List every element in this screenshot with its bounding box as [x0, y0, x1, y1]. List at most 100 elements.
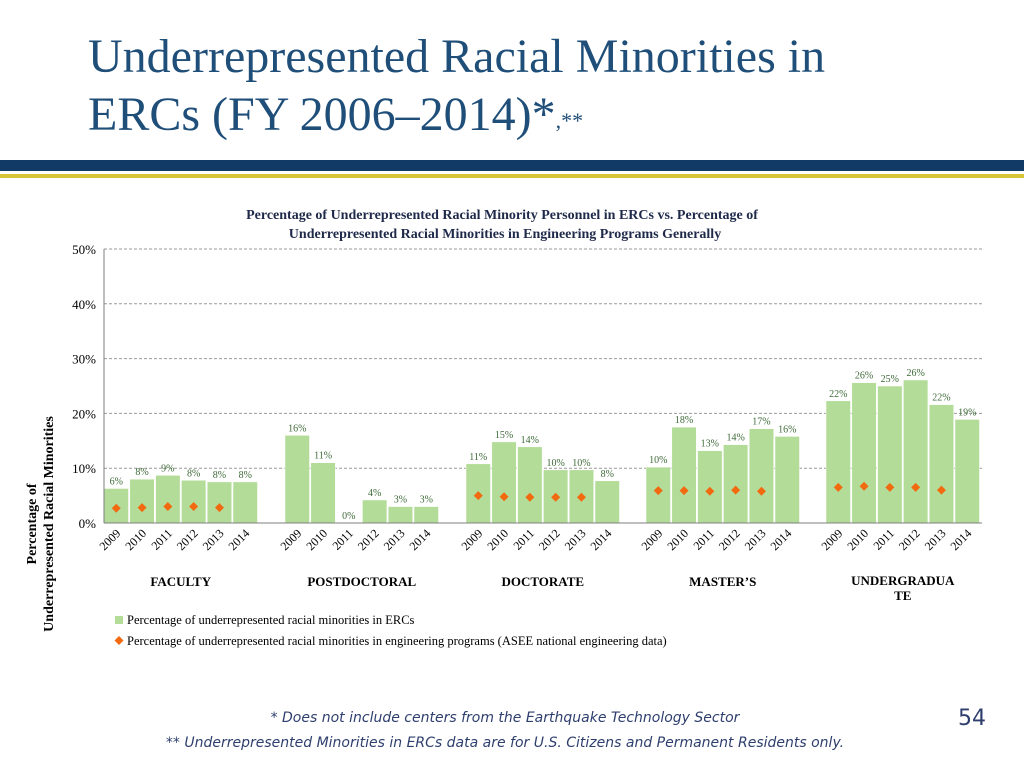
bars: [103, 379, 980, 524]
bar-data-label: 8%: [213, 470, 226, 481]
year-label: 2009: [97, 526, 124, 553]
y-tick-label: 0%: [79, 516, 97, 531]
bar-data-label: 11%: [314, 451, 332, 462]
asee-marker: [731, 485, 741, 495]
bar-data-label: 8%: [601, 469, 614, 480]
legend-label-asee: Percentage of underrepresented racial mi…: [127, 634, 667, 648]
bar-data-label: 8%: [239, 470, 252, 481]
bar-data-label: 14%: [521, 435, 539, 446]
title-rule-navy: [0, 160, 1024, 171]
legend-label-ercs: Percentage of underrepresented racial mi…: [127, 613, 415, 627]
bar-data-label: 17%: [752, 417, 770, 428]
bar-data-label: 14%: [726, 433, 744, 444]
asee-marker: [756, 486, 766, 496]
year-label: 2010: [844, 526, 871, 553]
asee-markers: [111, 481, 946, 513]
year-label: 2011: [329, 526, 356, 553]
year-label: 2012: [355, 526, 382, 553]
asee-marker: [885, 482, 895, 492]
asee-marker: [525, 492, 535, 502]
year-label: 2012: [174, 526, 201, 553]
page-number: 54: [958, 706, 986, 731]
bar: [645, 466, 671, 524]
bar-data-label: 16%: [288, 423, 306, 434]
bar-data-label: 26%: [855, 371, 873, 382]
bar-data-label: 8%: [135, 467, 148, 478]
slide-title-superscript: ,**: [555, 108, 584, 133]
title-rule-gold: [0, 174, 1024, 178]
bar: [723, 444, 749, 524]
bar-data-label: 3%: [420, 495, 433, 506]
bar: [491, 441, 517, 524]
asee-marker: [137, 503, 147, 513]
year-label: 2010: [122, 526, 149, 553]
year-label: 2014: [948, 526, 975, 553]
bar-data-label: 13%: [701, 439, 719, 450]
y-axis-title-line1: Percentage of: [25, 483, 40, 564]
year-label: 2009: [819, 526, 846, 553]
year-label: 2012: [896, 526, 923, 553]
group-label: TE: [894, 588, 911, 603]
asee-marker: [911, 482, 921, 492]
bar-data-label: 4%: [368, 488, 381, 499]
bar-data-label: 8%: [187, 468, 200, 479]
y-tick-label: 30%: [72, 352, 96, 367]
y-axis-ticks: 0% 10% 20% 30% 40% 50%: [72, 242, 96, 531]
bar: [825, 400, 851, 524]
y-tick-label: 50%: [72, 242, 96, 257]
group-label: POSTDOCTORAL: [307, 574, 416, 589]
bar: [155, 475, 181, 524]
year-label: 2011: [148, 526, 175, 553]
bar-data-label: 22%: [932, 393, 950, 404]
asee-marker: [576, 492, 586, 502]
year-label: 2009: [278, 526, 305, 553]
bar: [413, 506, 439, 524]
x-axis-group-labels: FACULTY POSTDOCTORAL DOCTORATE MASTER’S UNDE…: [150, 573, 955, 603]
asee-marker: [705, 486, 715, 496]
chart: Percentage of Underrepresented Racial Mi…: [25, 208, 982, 648]
bar-data-label: 3%: [394, 495, 407, 506]
asee-marker: [551, 492, 561, 502]
year-label: 2010: [303, 526, 330, 553]
year-label: 2009: [639, 526, 666, 553]
slide-title-line1: Underrepresented Racial Minorities in: [88, 30, 826, 83]
bar: [310, 462, 336, 524]
bar-data-label: 19%: [958, 407, 976, 418]
year-label: 2012: [536, 526, 563, 553]
bar-data-label: 16%: [778, 424, 796, 435]
y-tick-label: 20%: [72, 406, 96, 421]
asee-marker: [833, 482, 843, 492]
chart-title-line2: Underrepresented Racial Minorities in En…: [289, 227, 721, 242]
bar-data-label: 10%: [572, 458, 590, 469]
year-label: 2014: [588, 526, 615, 553]
asee-marker: [163, 502, 173, 512]
asee-marker: [936, 485, 946, 495]
slide-title-line2: ERCs (FY 2006–2014)*,**: [88, 86, 988, 144]
asee-marker: [111, 503, 121, 513]
slide-title-line2-text: ERCs (FY 2006–2014)*: [88, 88, 556, 141]
y-axis-title-line2: Underrepresented Racial Minorities: [42, 416, 57, 632]
bar-data-label: 15%: [495, 430, 513, 441]
bar: [748, 428, 774, 524]
bar-data-label: 11%: [469, 452, 487, 463]
bar-data-label: 18%: [675, 415, 693, 426]
footnote-2: ** Underrepresented Minorities in ERCs d…: [165, 735, 845, 751]
asee-marker: [653, 486, 663, 496]
group-label: UNDERGRADUA: [851, 573, 955, 588]
bar: [181, 480, 207, 524]
asee-marker: [189, 502, 199, 512]
legend-swatch-bar: [115, 616, 123, 624]
year-label: 2010: [664, 526, 691, 553]
asee-marker: [473, 491, 483, 501]
bar-data-label: 6%: [110, 476, 123, 487]
year-label: 2013: [381, 526, 408, 553]
asee-marker: [859, 481, 869, 491]
group-label: MASTER’S: [689, 574, 756, 589]
legend-swatch-marker: [114, 636, 124, 645]
y-tick-label: 40%: [72, 297, 96, 312]
bar: [362, 499, 388, 524]
bar: [671, 426, 697, 524]
year-label: 2011: [510, 526, 537, 553]
year-label: 2009: [459, 526, 486, 553]
